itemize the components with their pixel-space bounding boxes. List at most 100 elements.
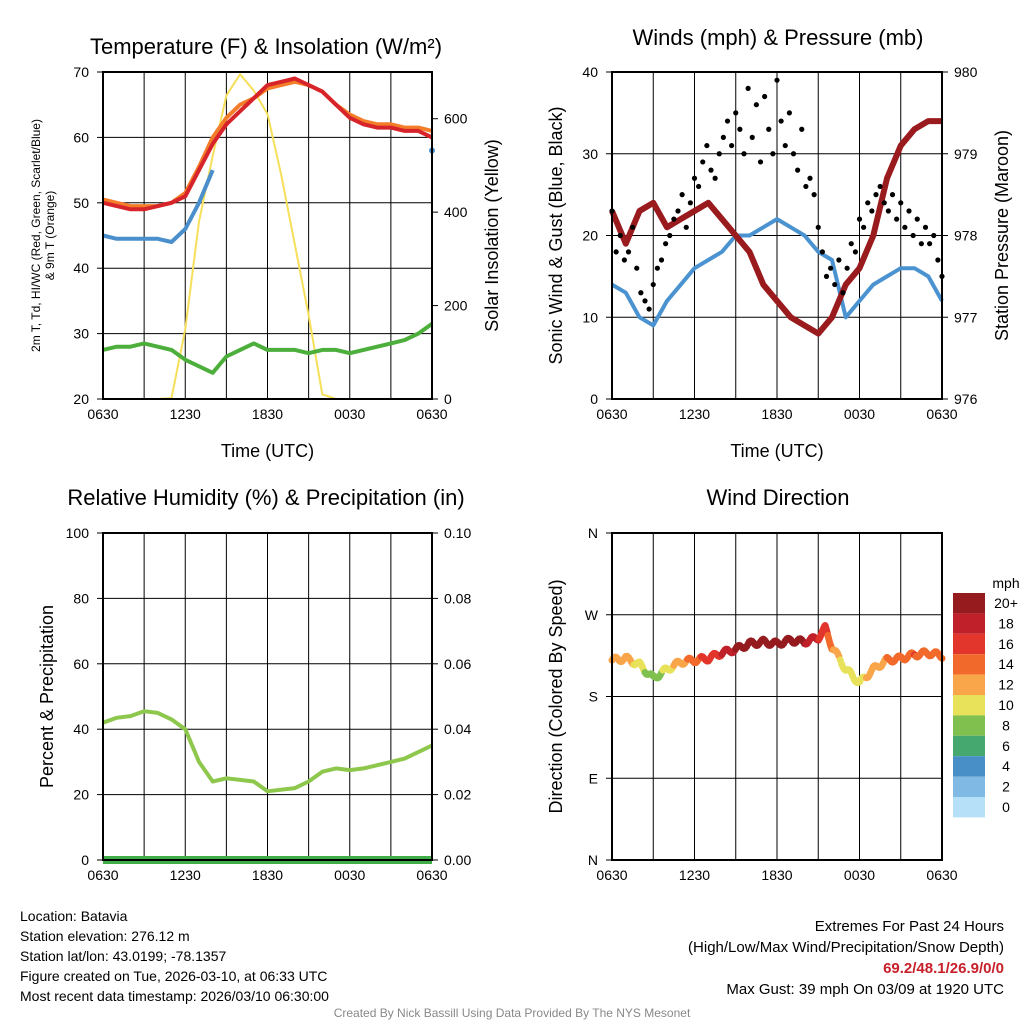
series-hi-wc: [102, 169, 215, 244]
x-tick-label: 1230: [170, 406, 201, 422]
gust-point: [638, 290, 644, 296]
gust-point: [634, 265, 640, 271]
gust-point: [749, 134, 755, 140]
series-2m-t: [102, 76, 433, 212]
gust-point: [617, 232, 623, 239]
y2-tick-label: 0.06: [444, 656, 471, 672]
y-axis-label-2: & 9m T (Orange): [43, 191, 57, 281]
gust-point: [844, 265, 850, 271]
gust-point: [902, 224, 908, 230]
legend-label: 12: [998, 677, 1014, 693]
x-tick-label: 0630: [416, 406, 447, 422]
legend-label: 2: [1002, 779, 1010, 795]
series-sonic-wind: [610, 217, 944, 328]
y-tick-label: N: [588, 852, 598, 868]
y2-tick-label: 0: [444, 391, 452, 407]
x-tick-label: 0630: [926, 867, 957, 883]
extremes-title: Extremes For Past 24 Hours: [814, 918, 1004, 935]
y2-tick-label: 600: [444, 111, 468, 127]
gust-point: [712, 175, 718, 181]
gust-point: [898, 200, 904, 206]
gust-point: [914, 216, 920, 222]
gust-point: [663, 241, 669, 247]
gust-point: [935, 257, 941, 263]
gust-point: [700, 159, 706, 165]
gust-point: [807, 175, 813, 181]
legend-label: 18: [998, 615, 1014, 631]
gust-point: [786, 110, 792, 116]
station-info: Location: Batavia Station elevation: 276…: [20, 906, 329, 1006]
gust-point: [720, 134, 726, 140]
legend-label: 4: [1002, 758, 1010, 774]
y-tick-label: E: [589, 770, 598, 786]
extremes-values: 69.2/48.1/26.9/0/0: [883, 960, 1004, 977]
gust-point: [757, 159, 764, 165]
gust-point: [753, 102, 759, 108]
gust-point: [885, 208, 891, 214]
y-tick-label: 80: [73, 590, 89, 606]
y2-tick-label: 0.10: [444, 525, 471, 541]
y-tick-label: 40: [582, 64, 598, 80]
legend-swatch: [953, 735, 985, 757]
y-tick-label: 30: [582, 146, 598, 162]
chart-title-0: Temperature (F) & Insolation (W/m²): [90, 34, 442, 59]
legend-swatch: [953, 674, 985, 695]
y-tick-label: 30: [73, 326, 89, 342]
x-tick-label: 1830: [761, 867, 792, 883]
legend-label: 20+: [994, 595, 1018, 611]
legend-swatch: [953, 797, 985, 818]
gust-point: [737, 126, 743, 132]
extremes-subtitle: (High/Low/Max Wind/Precipitation/Snow De…: [688, 939, 1004, 956]
gust-point: [910, 232, 916, 239]
gust-point: [621, 257, 627, 263]
gust-point: [654, 265, 660, 271]
y2-tick-label: 0.04: [444, 721, 471, 737]
gust-point: [704, 142, 710, 149]
y-tick-label: 40: [73, 721, 89, 737]
x-tick-label: 0630: [926, 406, 957, 422]
y2-tick-label: 979: [954, 146, 978, 162]
gust-point: [679, 192, 685, 198]
gust-point: [667, 232, 673, 239]
x-axis-label: Time (UTC): [221, 441, 314, 461]
gust-point: [832, 281, 838, 288]
y-axis-label: 2m T, Td, HI/WC (Red, Green, Scarlet/Blu…: [29, 119, 43, 352]
gust-point: [733, 110, 739, 116]
figure-created: Figure created on Tue, 2026-03-10, at 06…: [20, 968, 328, 984]
gust-point: [873, 192, 879, 198]
gust-point: [770, 151, 776, 157]
legend-label: 6: [1002, 738, 1010, 754]
gust-point: [922, 224, 929, 230]
gust-point: [630, 224, 636, 230]
recent-timestamp: Most recent data timestamp: 2026/03/10 0…: [20, 988, 329, 1004]
gust-point: [852, 249, 858, 255]
y-tick-label: 70: [73, 64, 89, 80]
y2-tick-label: 0.08: [444, 590, 471, 606]
y-tick-label: 60: [73, 129, 89, 145]
legend-swatch: [953, 776, 985, 797]
x-tick-label: 0630: [416, 867, 447, 883]
gust-point: [741, 151, 747, 157]
legend-swatch: [953, 695, 985, 716]
station-latlon: Station lat/lon: 43.0199; -78.1357: [20, 948, 227, 964]
x-tick-label: 1230: [679, 406, 710, 422]
x-tick-label: 1830: [252, 867, 283, 883]
x-tick-label: 0030: [844, 406, 875, 422]
y2-tick-label: 0.00: [444, 852, 471, 868]
y2-tick-label: 400: [444, 204, 468, 220]
legend-swatch: [953, 654, 985, 675]
y-axis-label: Direction (Colored By Speed): [546, 579, 566, 813]
gust-point: [828, 265, 834, 271]
x-tick-label: 0630: [596, 867, 627, 883]
y-tick-label: 60: [73, 656, 89, 672]
y-axis-label: Sonic Wind & Gust (Blue, Black): [546, 106, 566, 364]
gust-point: [642, 298, 648, 304]
legend-label: 8: [1002, 717, 1010, 733]
legend-swatch: [953, 715, 985, 736]
legend-title: mph: [992, 575, 1019, 591]
gust-point: [906, 208, 912, 214]
y2-axis-label: Station Pressure (Maroon): [992, 130, 1012, 341]
gust-point: [687, 200, 693, 206]
gust-point: [865, 200, 871, 206]
